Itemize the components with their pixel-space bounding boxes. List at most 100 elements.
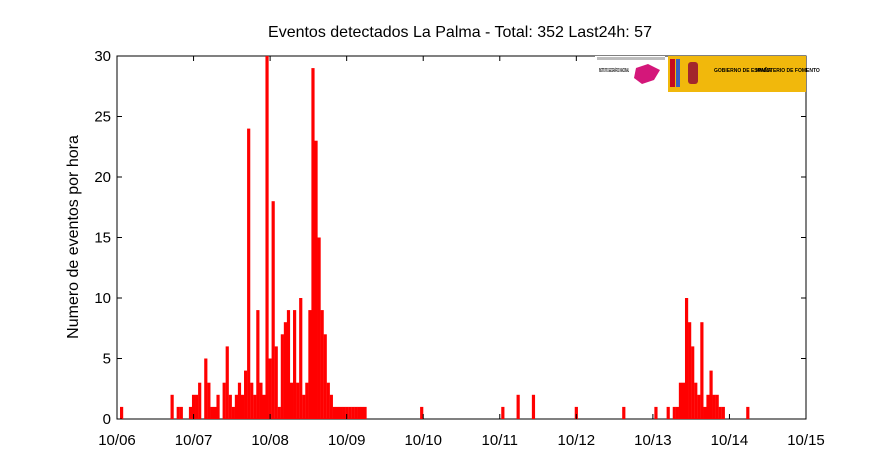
y-tick-label: 25	[94, 109, 111, 126]
bar	[228, 394, 232, 419]
bar	[274, 346, 278, 419]
bar	[231, 406, 235, 419]
bar	[170, 394, 174, 419]
bar	[335, 406, 340, 419]
bar	[326, 382, 330, 419]
bar	[204, 358, 208, 419]
bar	[277, 406, 281, 419]
bar	[120, 406, 124, 419]
ign-logo: INSTITUTO GEOGRÁFICO NACIONAL	[595, 56, 665, 92]
bar	[286, 310, 291, 419]
bar	[259, 382, 263, 419]
x-tick-label: 10/14	[711, 432, 749, 449]
bar	[681, 382, 686, 419]
bar	[574, 406, 578, 419]
y-axis: 0 5 10 15 20 25 30	[94, 48, 806, 428]
bar	[210, 406, 214, 419]
bar	[262, 394, 266, 419]
coat-of-arms-icon	[688, 62, 698, 84]
bar	[715, 394, 719, 419]
bar	[329, 394, 333, 419]
y-tick-label: 15	[94, 230, 111, 247]
ministry-logo-text: MINISTERIO DE FOMENTO	[756, 68, 820, 74]
bar	[622, 406, 626, 419]
bar	[718, 406, 722, 419]
y-tick-label: 30	[94, 48, 111, 65]
bar	[712, 394, 716, 419]
bar	[338, 406, 343, 419]
bar	[240, 394, 245, 419]
x-tick-label: 10/07	[175, 432, 213, 449]
bar	[299, 298, 303, 419]
bars-group	[120, 56, 750, 419]
bar	[697, 394, 701, 419]
bar	[280, 334, 284, 419]
x-tick-label: 10/10	[404, 432, 442, 449]
bar	[305, 382, 309, 419]
bar	[213, 406, 217, 419]
bar	[672, 406, 676, 419]
x-axis: 10/06 10/07 10/08 10/09 10/10 10/11 10/12 10/13…	[98, 56, 825, 449]
bar	[195, 394, 199, 419]
bar	[342, 406, 346, 419]
bar	[308, 310, 312, 419]
ign-logo-text: INSTITUTO GEOGRÁFICO NACIONAL	[599, 67, 629, 74]
x-tick-label: 10/09	[328, 432, 366, 449]
bar	[247, 128, 251, 419]
bar	[250, 382, 254, 419]
bar	[207, 382, 211, 419]
bar	[654, 406, 658, 419]
bar	[216, 394, 220, 419]
y-axis-label: Numero de eventos por hora	[65, 135, 82, 339]
bar	[332, 406, 337, 419]
bar	[317, 237, 321, 419]
bar	[176, 406, 180, 419]
spain-government-logo: GOBIERNO DE ESPAÑA MINISTERIO DE FOMENTO	[668, 56, 820, 92]
bar	[721, 406, 725, 419]
bar	[703, 406, 707, 419]
y-tick-label: 5	[103, 351, 111, 368]
bar	[688, 322, 692, 419]
bar	[420, 406, 424, 419]
bar	[244, 370, 248, 419]
bar	[746, 406, 750, 419]
bar	[345, 406, 349, 419]
bar	[531, 394, 536, 419]
bar	[706, 394, 710, 419]
bar	[265, 56, 269, 419]
bar	[188, 406, 193, 419]
bar	[323, 334, 327, 419]
x-tick-label: 10/08	[251, 432, 289, 449]
bar	[191, 394, 196, 419]
bar	[351, 406, 355, 419]
y-tick-label: 10	[94, 290, 111, 307]
bar	[363, 406, 367, 419]
bar	[253, 394, 257, 419]
bar	[314, 140, 318, 419]
bar	[320, 310, 324, 419]
bar	[198, 382, 202, 419]
x-tick-label: 10/11	[482, 432, 518, 449]
bar	[302, 394, 306, 419]
plot-area	[116, 55, 807, 420]
bar	[271, 201, 275, 419]
bar	[354, 406, 358, 419]
bar	[283, 322, 288, 419]
bar	[293, 310, 297, 419]
bar	[700, 322, 704, 419]
bar	[289, 382, 294, 419]
x-tick-label: 10/06	[98, 432, 136, 449]
bar	[234, 394, 239, 419]
bar	[666, 406, 670, 419]
x-tick-label: 10/15	[787, 432, 825, 449]
bar	[296, 382, 300, 419]
bar	[516, 394, 520, 419]
bar	[179, 406, 183, 419]
bar	[694, 382, 698, 419]
bar	[501, 406, 505, 419]
bar	[675, 406, 679, 419]
bar	[360, 406, 364, 419]
bar	[348, 406, 352, 419]
bar	[256, 310, 260, 419]
